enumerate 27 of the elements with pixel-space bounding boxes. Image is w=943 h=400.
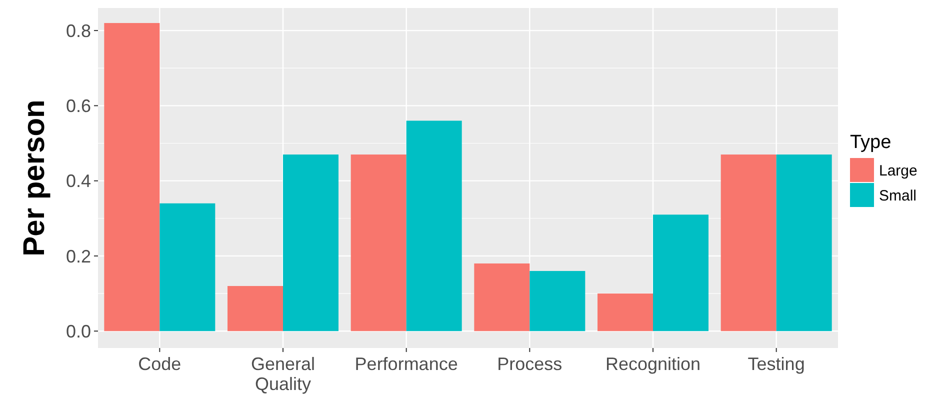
- y-tick-label: 0.0: [66, 321, 91, 342]
- bar: [653, 214, 708, 332]
- x-tick-label: Testing: [748, 354, 805, 374]
- y-axis-title: Per person: [18, 100, 51, 256]
- x-tick-label: Code: [138, 354, 182, 374]
- bar: [283, 154, 338, 332]
- bar: [350, 154, 406, 332]
- bar: [406, 120, 462, 332]
- bar: [228, 286, 283, 332]
- bar: [104, 23, 160, 332]
- x-tick-label: Performance: [354, 354, 458, 374]
- bar: [530, 270, 586, 332]
- x-tick-label: Recognition: [605, 354, 701, 374]
- bar: [776, 154, 832, 332]
- y-tick-label: 0.2: [66, 246, 91, 266]
- bar: [598, 294, 653, 332]
- x-tick-label: General Quality: [250, 354, 316, 394]
- y-tick-label: 0.8: [66, 20, 91, 41]
- bar: [160, 203, 216, 332]
- bar: [474, 263, 530, 332]
- y-tick-label: 0.6: [66, 96, 91, 116]
- legend-label: Small: [879, 187, 917, 204]
- y-tick-label: 0.4: [66, 171, 91, 192]
- legend-title: Type: [850, 132, 892, 153]
- x-tick-label: Process: [497, 354, 562, 374]
- bar: [720, 154, 776, 332]
- legend-label: Large: [879, 162, 918, 180]
